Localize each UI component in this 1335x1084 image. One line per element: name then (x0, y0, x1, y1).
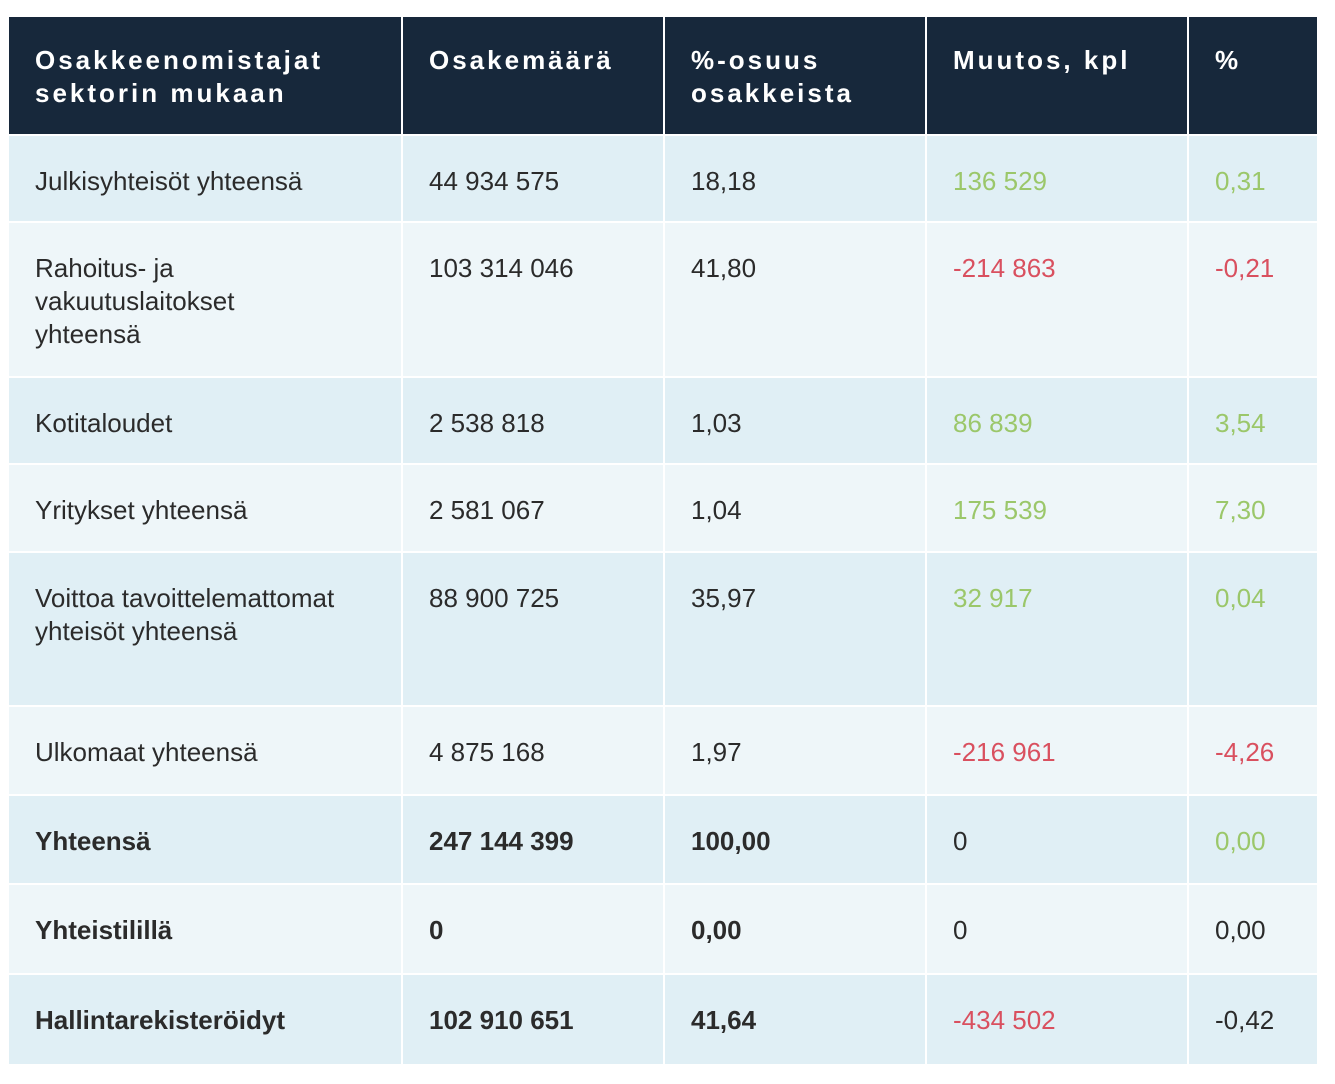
table-row: Yhteensä 247 144 399 100,00 0 0,00 (9, 796, 1317, 883)
change-cell: 175 539 (927, 465, 1187, 551)
share-pct-cell: 0,00 (665, 885, 925, 973)
change-cell: 32 917 (927, 553, 1187, 705)
sector-cell: Voittoa tavoittelemattomat yhteisöt yhte… (9, 553, 401, 705)
sector-cell: Yhteistilillä (9, 885, 401, 973)
shares-cell: 44 934 575 (403, 136, 663, 221)
shares-cell: 4 875 168 (403, 707, 663, 794)
change-pct-cell: 3,54 (1189, 378, 1317, 463)
table-row: Hallintarekisteröidyt 102 910 651 41,64 -43… (9, 975, 1317, 1064)
shares-cell: 2 581 067 (403, 465, 663, 551)
change-cell: 0 (927, 885, 1187, 973)
sector-cell: Ulkomaat yhteensä (9, 707, 401, 794)
change-pct-cell: 0,04 (1189, 553, 1317, 705)
share-pct-cell: 35,97 (665, 553, 925, 705)
share-pct-cell: 41,80 (665, 223, 925, 376)
sector-cell: Kotitaloudet (9, 378, 401, 463)
change-pct-cell: 0,00 (1189, 885, 1317, 973)
change-pct-cell: -0,42 (1189, 975, 1317, 1064)
change-pct-cell: -4,26 (1189, 707, 1317, 794)
change-pct-cell: 0,31 (1189, 136, 1317, 221)
change-cell: 0 (927, 796, 1187, 883)
header-share-pct: %-osuus osakkeista (665, 17, 925, 134)
table-row: Kotitaloudet 2 538 818 1,03 86 839 3,54 (9, 378, 1317, 463)
change-cell: 136 529 (927, 136, 1187, 221)
table-row: Julkisyhteisöt yhteensä 44 934 575 18,18 13… (9, 136, 1317, 221)
table-row: Yritykset yhteensä 2 581 067 1,04 175 539 7,… (9, 465, 1317, 551)
sector-cell: Rahoitus- ja vakuutuslaitokset yhteensä (9, 223, 401, 376)
sector-cell: Yritykset yhteensä (9, 465, 401, 551)
header-change-pct: % (1189, 17, 1317, 134)
shares-cell: 0 (403, 885, 663, 973)
change-cell: 86 839 (927, 378, 1187, 463)
header-shares: Osakemäärä (403, 17, 663, 134)
change-cell: -434 502 (927, 975, 1187, 1064)
share-pct-cell: 1,97 (665, 707, 925, 794)
change-cell: -214 863 (927, 223, 1187, 376)
share-pct-cell: 41,64 (665, 975, 925, 1064)
shares-cell: 88 900 725 (403, 553, 663, 705)
header-row: Osakkeenomistajat sektorin mukaan Osakem… (9, 17, 1317, 134)
share-pct-cell: 1,04 (665, 465, 925, 551)
table-row: Voittoa tavoittelemattomat yhteisöt yhte… (9, 553, 1317, 705)
shares-cell: 103 314 046 (403, 223, 663, 376)
sector-cell: Julkisyhteisöt yhteensä (9, 136, 401, 221)
change-pct-cell: 7,30 (1189, 465, 1317, 551)
sector-cell: Yhteensä (9, 796, 401, 883)
shares-cell: 2 538 818 (403, 378, 663, 463)
change-pct-cell: -0,21 (1189, 223, 1317, 376)
table-row: Ulkomaat yhteensä 4 875 168 1,97 -216 961 -4… (9, 707, 1317, 794)
table-row: Rahoitus- ja vakuutuslaitokset yhteensä 1… (9, 223, 1317, 376)
header-sector: Osakkeenomistajat sektorin mukaan (9, 17, 401, 134)
share-pct-cell: 100,00 (665, 796, 925, 883)
sector-cell: Hallintarekisteröidyt (9, 975, 401, 1064)
share-pct-cell: 18,18 (665, 136, 925, 221)
share-pct-cell: 1,03 (665, 378, 925, 463)
shares-cell: 102 910 651 (403, 975, 663, 1064)
table-row: Yhteistilillä 0 0,00 0 0,00 (9, 885, 1317, 973)
change-cell: -216 961 (927, 707, 1187, 794)
shares-cell: 247 144 399 (403, 796, 663, 883)
change-pct-cell: 0,00 (1189, 796, 1317, 883)
shareholders-by-sector-table: Osakkeenomistajat sektorin mukaan Osakem… (7, 15, 1319, 1066)
header-change: Muutos, kpl (927, 17, 1187, 134)
